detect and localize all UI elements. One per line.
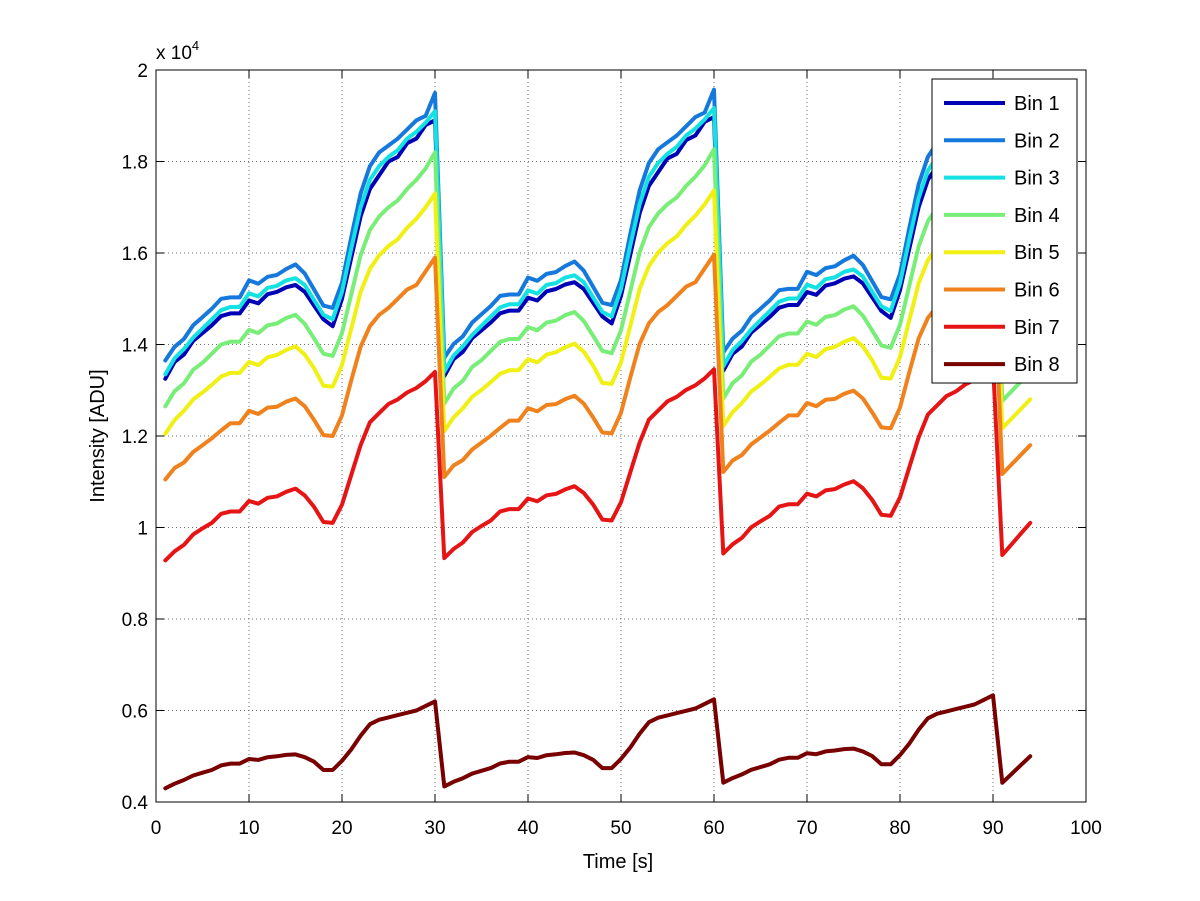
y-tick-label: 2 <box>137 61 148 82</box>
x-tick-label: 80 <box>889 818 910 839</box>
series-line-bin-1 <box>163 108 1033 381</box>
x-tick-label: 30 <box>424 818 445 839</box>
legend-entry-label: Bin 4 <box>1014 205 1060 227</box>
legend-box <box>931 78 1078 384</box>
x-tick-label: 90 <box>982 818 1003 839</box>
x-tick-label: 40 <box>517 818 538 839</box>
y-multiplier-base: x 10 <box>156 43 192 64</box>
x-tick-label: 60 <box>703 818 724 839</box>
series-line-bin-6 <box>163 246 1033 482</box>
legend-entry-label: Bin 2 <box>1014 130 1060 152</box>
grid <box>156 70 1086 802</box>
x-tick-label: 10 <box>238 818 259 839</box>
y-axis-multiplier: x 104 <box>156 38 199 64</box>
x-tick-label: 70 <box>796 818 817 839</box>
y-tick-label: 1.4 <box>122 336 149 357</box>
y-tick-label: 1 <box>137 519 148 540</box>
series-line-bin-7 <box>163 361 1033 563</box>
legend-entry-label: Bin 3 <box>1014 168 1060 190</box>
series-line-bin-3 <box>163 99 1033 377</box>
series-line-bin-4 <box>163 141 1033 409</box>
y-axis-label: Intensity [ADU] <box>87 369 109 502</box>
legend-entry-label: Bin 1 <box>1014 93 1060 115</box>
x-tick-label: 50 <box>610 818 631 839</box>
legend-entry-label: Bin 6 <box>1014 280 1060 302</box>
y-tick-label: 1.6 <box>122 244 148 265</box>
x-tick-label: 100 <box>1070 818 1102 839</box>
legend-entry-label: Bin 8 <box>1014 354 1060 376</box>
legend-entry-label: Bin 5 <box>1014 242 1060 264</box>
x-tick-label: 20 <box>331 818 352 839</box>
x-axis-label: Time [s] <box>583 851 653 873</box>
y-multiplier-exponent: 4 <box>192 38 199 53</box>
series-layer <box>163 81 1033 791</box>
series-line-bin-5 <box>163 182 1033 436</box>
series-line-bin-2 <box>163 81 1033 363</box>
legend-entry-label: Bin 7 <box>1014 317 1060 339</box>
y-tick-label: 0.4 <box>122 793 149 814</box>
y-tick-label: 1.8 <box>122 153 148 174</box>
axis-ticks: 0 10 20 30 40 50 60 70 80 90 100 0.4 0.6 0.8 1 1.2 1.4 1.… <box>122 61 1102 839</box>
x-tick-label: 0 <box>151 818 162 839</box>
y-tick-label: 0.8 <box>122 610 148 631</box>
legend: Bin 1 Bin 2 Bin 3 Bin 4 Bin 5 Bin 6 Bin 7 Bin 8 <box>931 78 1078 384</box>
series-line-bin-8 <box>163 693 1033 791</box>
y-tick-label: 0.6 <box>122 702 148 723</box>
y-tick-label: 1.2 <box>122 427 148 448</box>
